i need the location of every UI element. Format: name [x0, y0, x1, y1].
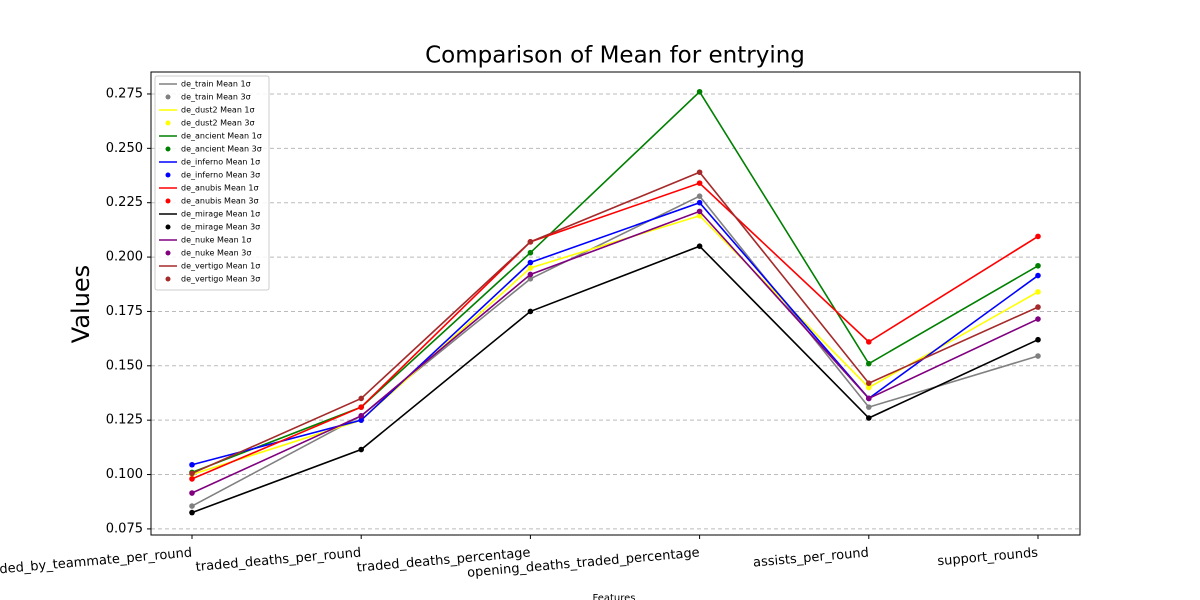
data-point	[1035, 336, 1041, 343]
legend-label: de_train Mean 3σ	[181, 93, 251, 102]
legend-label: de_ancient Mean 1σ	[181, 132, 262, 141]
data-point	[1035, 233, 1041, 240]
data-point	[866, 339, 872, 345]
data-point	[866, 360, 872, 367]
data-point	[866, 404, 872, 410]
y-axis-label: Values	[67, 265, 95, 343]
legend-marker	[165, 120, 171, 126]
data-point	[696, 199, 703, 206]
legend-label: de_mirage Mean 1σ	[181, 210, 260, 219]
series-line	[191, 171, 1039, 475]
series-line	[191, 195, 1039, 507]
legend-label: de_train Mean 1σ	[181, 80, 251, 89]
legend-marker	[165, 94, 171, 100]
legend-label: de_vertigo Mean 1σ	[181, 262, 260, 271]
data-point	[189, 503, 195, 509]
data-point	[358, 404, 365, 410]
y-tick-label: 0.125	[106, 413, 143, 428]
data-point	[358, 417, 365, 423]
y-tick-label: 0.100	[106, 467, 143, 482]
x-tick-label: traded_by_teammate_per_round	[0, 546, 193, 579]
x-axis-label: Features	[593, 593, 636, 600]
x-tick-label: traded_deaths_per_round	[195, 546, 362, 575]
series-line	[191, 201, 1039, 466]
legend-label: de_nuke Mean 3σ	[181, 249, 251, 258]
legend-label: de_inferno Mean 1σ	[181, 158, 260, 167]
data-point	[696, 208, 703, 215]
legend-label: de_dust2 Mean 3σ	[181, 119, 255, 128]
x-tick-label: assists_per_round	[752, 546, 869, 571]
legend-label: de_anubis Mean 1σ	[181, 184, 259, 193]
y-tick-label: 0.175	[106, 304, 143, 319]
legend-label: de_mirage Mean 3σ	[181, 223, 260, 232]
y-tick-label: 0.250	[106, 141, 143, 156]
data-point	[696, 88, 703, 95]
data-point	[527, 271, 534, 278]
series-line	[191, 210, 1039, 494]
data-point	[189, 470, 195, 477]
legend-label: de_dust2 Mean 1σ	[181, 106, 255, 115]
legend-marker	[165, 172, 171, 178]
y-tick-label: 0.225	[106, 195, 143, 210]
data-point	[696, 193, 703, 199]
data-point	[527, 308, 534, 315]
legend-marker	[165, 276, 171, 282]
data-point	[1035, 353, 1041, 359]
data-point	[527, 265, 534, 271]
data-point	[527, 239, 534, 245]
data-point	[696, 169, 703, 176]
data-point	[866, 415, 872, 421]
data-point	[696, 212, 703, 219]
data-point	[189, 490, 195, 496]
data-point	[358, 413, 365, 419]
data-point	[189, 509, 195, 516]
data-point	[358, 395, 365, 402]
series-line	[191, 245, 1039, 514]
data-point	[1035, 262, 1041, 269]
legend-marker	[165, 198, 171, 204]
y-tick-label: 0.150	[106, 358, 143, 373]
data-point	[189, 461, 195, 468]
data-point	[866, 395, 872, 402]
data-point	[527, 259, 534, 266]
chart-title: Comparison of Mean for entrying	[425, 43, 805, 69]
legend-label: de_nuke Mean 1σ	[181, 236, 251, 245]
data-point	[189, 476, 195, 482]
legend-label: de_vertigo Mean 3σ	[181, 275, 260, 284]
y-tick-label: 0.275	[106, 86, 143, 101]
legend-marker	[165, 146, 171, 152]
data-point	[1035, 289, 1041, 295]
plot-frame	[150, 71, 1081, 536]
data-point	[1035, 316, 1041, 322]
legend-label: de_anubis Mean 3σ	[181, 197, 259, 206]
data-point	[358, 446, 365, 453]
series-line	[191, 182, 1039, 480]
x-tick-label: support_rounds	[937, 546, 1039, 570]
data-point	[696, 180, 703, 186]
data-point	[866, 384, 872, 391]
data-point	[1035, 272, 1041, 279]
legend-label: de_ancient Mean 3σ	[181, 145, 262, 154]
y-tick-label: 0.200	[106, 250, 143, 265]
series-line	[191, 90, 1039, 474]
data-point	[866, 380, 872, 387]
legend-marker	[165, 250, 171, 256]
legend-marker	[165, 224, 171, 230]
y-tick-label: 0.075	[106, 521, 143, 536]
data-point	[1035, 304, 1041, 310]
data-point	[696, 243, 703, 249]
data-point	[527, 249, 534, 256]
legend-label: de_inferno Mean 3σ	[181, 171, 260, 180]
data-point	[527, 276, 534, 282]
legend-box	[154, 75, 270, 291]
